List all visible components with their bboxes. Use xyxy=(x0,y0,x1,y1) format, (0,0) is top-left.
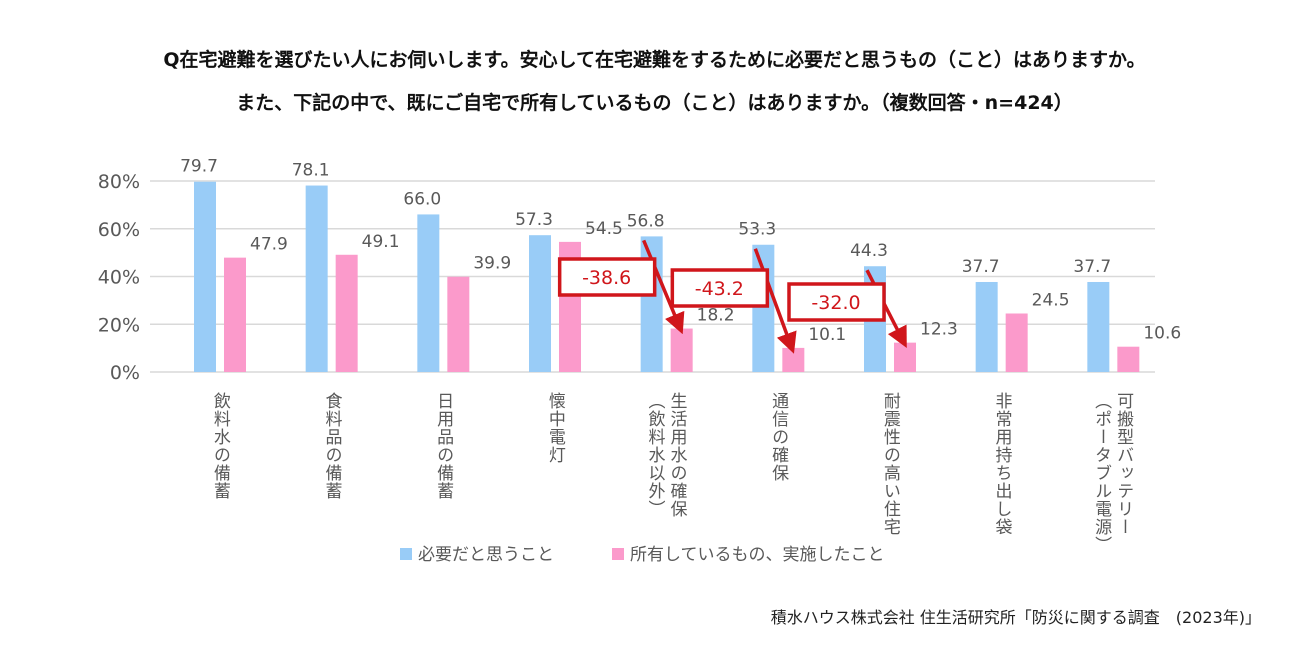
chart-title-line1: Q在宅避難を選びたい人にお伺いします。安心して在宅避難をするために必要だと思うも… xyxy=(163,49,1146,71)
source-note: 積水ハウス株式会社 住生活研究所「防災に関する調査 (2023年)」 xyxy=(770,608,1261,627)
category-label: （飲料水以外） xyxy=(645,392,666,518)
bar-needed xyxy=(529,235,551,372)
difference-box xyxy=(670,268,770,308)
bar-owned xyxy=(894,342,916,372)
bar-needed xyxy=(752,244,775,372)
data-label-needed: 37.7 xyxy=(1073,257,1111,277)
category-label: 生活用水の確保 xyxy=(667,392,688,518)
bar-needed xyxy=(1087,281,1110,372)
data-label-needed: 78.1 xyxy=(292,161,330,181)
y-tick-label: 80% xyxy=(98,171,140,193)
difference-box xyxy=(787,282,886,322)
data-label-owned: 10.6 xyxy=(1143,324,1181,344)
data-label-needed: 66.0 xyxy=(403,189,441,209)
y-tick-label: 60% xyxy=(98,219,140,241)
bar-owned xyxy=(224,257,246,372)
bar-owned xyxy=(1005,313,1028,372)
difference-label: -43.2 xyxy=(695,278,744,300)
difference-label: -38.6 xyxy=(582,267,631,289)
bar-needed xyxy=(975,281,998,372)
bar-needed xyxy=(417,214,440,372)
category-label: 日用品の備蓄 xyxy=(433,392,454,500)
category-label: 通信の確保 xyxy=(768,392,789,482)
category-label: 飲料水の備蓄 xyxy=(210,392,231,500)
data-label-needed: 56.8 xyxy=(627,211,665,231)
data-label-needed: 37.7 xyxy=(962,257,1000,277)
bar-owned xyxy=(782,347,805,372)
drop-arrow xyxy=(753,248,797,354)
data-label-owned: 24.5 xyxy=(1032,291,1070,311)
category-label: 可搬型バッテリー xyxy=(1113,392,1134,536)
y-tick-label: 20% xyxy=(98,314,140,336)
legend-swatch-needed xyxy=(400,548,412,560)
difference-label: -32.0 xyxy=(811,292,860,314)
y-tick-label: 0% xyxy=(110,362,140,384)
category-label: 懐中電灯 xyxy=(545,392,566,464)
data-label-owned: 18.2 xyxy=(697,306,735,326)
bar-owned xyxy=(447,276,470,372)
difference-box xyxy=(557,257,657,297)
category-label: 食料品の備蓄 xyxy=(322,392,343,500)
category-label: 耐震性の高い住宅 xyxy=(880,392,901,536)
bar-needed xyxy=(305,185,328,372)
y-tick-label: 40% xyxy=(98,267,140,289)
bar-needed xyxy=(194,181,216,372)
data-label-owned: 39.9 xyxy=(473,254,511,274)
legend-label-needed: 必要だと思うこと xyxy=(418,545,554,565)
chart-title-line2: また、下記の中で、既にご自宅で所有しているもの（こと）はありますか。（複数回答・… xyxy=(236,92,1073,114)
drop-arrow xyxy=(642,239,685,335)
bar-owned xyxy=(670,328,693,372)
data-label-needed: 53.3 xyxy=(738,220,776,240)
data-label-needed: 79.7 xyxy=(180,157,218,177)
category-label: （ポータブル電源） xyxy=(1091,392,1112,554)
data-label-owned: 54.5 xyxy=(585,219,623,239)
legend-swatch-owned xyxy=(612,548,624,560)
category-label: 非常用持ち出し袋 xyxy=(992,392,1013,536)
legend-label-owned: 所有しているもの、実施したこと xyxy=(630,545,885,565)
data-label-owned: 49.1 xyxy=(362,232,400,252)
data-label-needed: 57.3 xyxy=(515,210,553,230)
data-label-owned: 12.3 xyxy=(920,320,958,340)
bar-owned xyxy=(335,254,358,372)
data-label-owned: 47.9 xyxy=(250,235,288,255)
data-label-owned: 10.1 xyxy=(808,325,846,345)
bar-owned xyxy=(1117,346,1140,372)
data-label-needed: 44.3 xyxy=(850,241,888,261)
